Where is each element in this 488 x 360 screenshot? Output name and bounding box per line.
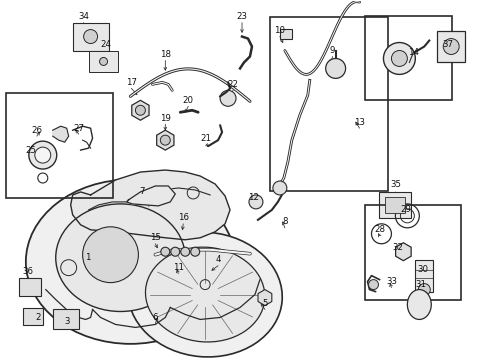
Circle shape (368, 280, 378, 289)
Text: 37: 37 (442, 40, 453, 49)
Circle shape (29, 141, 57, 169)
Text: 2: 2 (35, 313, 41, 322)
Text: 1: 1 (85, 253, 90, 262)
Circle shape (417, 284, 429, 296)
Bar (364, 15, 451, 100)
Text: 16: 16 (177, 213, 188, 222)
Bar (436, 31, 464, 62)
Circle shape (190, 247, 199, 256)
Circle shape (135, 105, 145, 115)
Text: 9: 9 (329, 46, 335, 55)
Text: 34: 34 (78, 12, 89, 21)
Bar (19, 278, 41, 296)
Bar (88, 50, 118, 72)
Ellipse shape (407, 289, 430, 319)
Bar (53, 310, 79, 329)
Text: 12: 12 (248, 193, 259, 202)
Circle shape (181, 247, 189, 256)
Text: 6: 6 (152, 313, 158, 322)
Text: 22: 22 (227, 80, 238, 89)
Text: 31: 31 (415, 280, 426, 289)
Bar (379, 192, 410, 218)
Bar (23, 307, 42, 325)
Text: 18: 18 (160, 50, 170, 59)
Text: 11: 11 (172, 263, 183, 272)
Text: 25: 25 (25, 145, 36, 154)
Text: 17: 17 (126, 78, 137, 87)
Circle shape (160, 135, 170, 145)
Text: 35: 35 (389, 180, 400, 189)
Text: 28: 28 (373, 225, 384, 234)
Polygon shape (53, 126, 68, 142)
Text: 30: 30 (417, 265, 428, 274)
Circle shape (83, 30, 98, 44)
Text: 29: 29 (399, 206, 410, 215)
Circle shape (248, 195, 263, 209)
Ellipse shape (128, 232, 282, 357)
Text: 23: 23 (236, 12, 247, 21)
Text: 8: 8 (282, 217, 287, 226)
Bar (364, 205, 460, 300)
Text: 27: 27 (73, 124, 84, 133)
Circle shape (170, 247, 180, 256)
Text: 15: 15 (149, 233, 161, 242)
Circle shape (100, 58, 107, 66)
Circle shape (82, 227, 138, 283)
Ellipse shape (56, 204, 185, 311)
Text: 3: 3 (64, 317, 69, 326)
Circle shape (161, 247, 169, 256)
Circle shape (325, 58, 345, 78)
Text: 33: 33 (385, 277, 396, 286)
Circle shape (220, 90, 236, 106)
Ellipse shape (26, 180, 235, 344)
Text: 32: 32 (391, 243, 402, 252)
Circle shape (442, 39, 458, 54)
Text: 20: 20 (183, 96, 193, 105)
Text: 13: 13 (353, 118, 365, 127)
Text: 36: 36 (22, 267, 33, 276)
Text: 21: 21 (200, 134, 211, 143)
Text: 19: 19 (160, 114, 170, 123)
Text: 5: 5 (262, 299, 267, 308)
Bar (385, 197, 405, 213)
Circle shape (390, 50, 407, 67)
Polygon shape (126, 186, 175, 206)
Circle shape (272, 181, 286, 195)
Polygon shape (71, 170, 229, 240)
Text: 24: 24 (100, 40, 111, 49)
Bar (6, 93, 112, 198)
Text: 7: 7 (140, 188, 145, 197)
Text: 4: 4 (215, 255, 221, 264)
Text: 10: 10 (274, 26, 285, 35)
Bar (73, 23, 108, 50)
Text: 26: 26 (31, 126, 42, 135)
Bar (414, 260, 432, 292)
Circle shape (35, 147, 51, 163)
Text: 14: 14 (407, 48, 418, 57)
Circle shape (383, 42, 414, 75)
Ellipse shape (145, 247, 264, 342)
Bar (269, 17, 387, 191)
Bar (279, 28, 291, 39)
